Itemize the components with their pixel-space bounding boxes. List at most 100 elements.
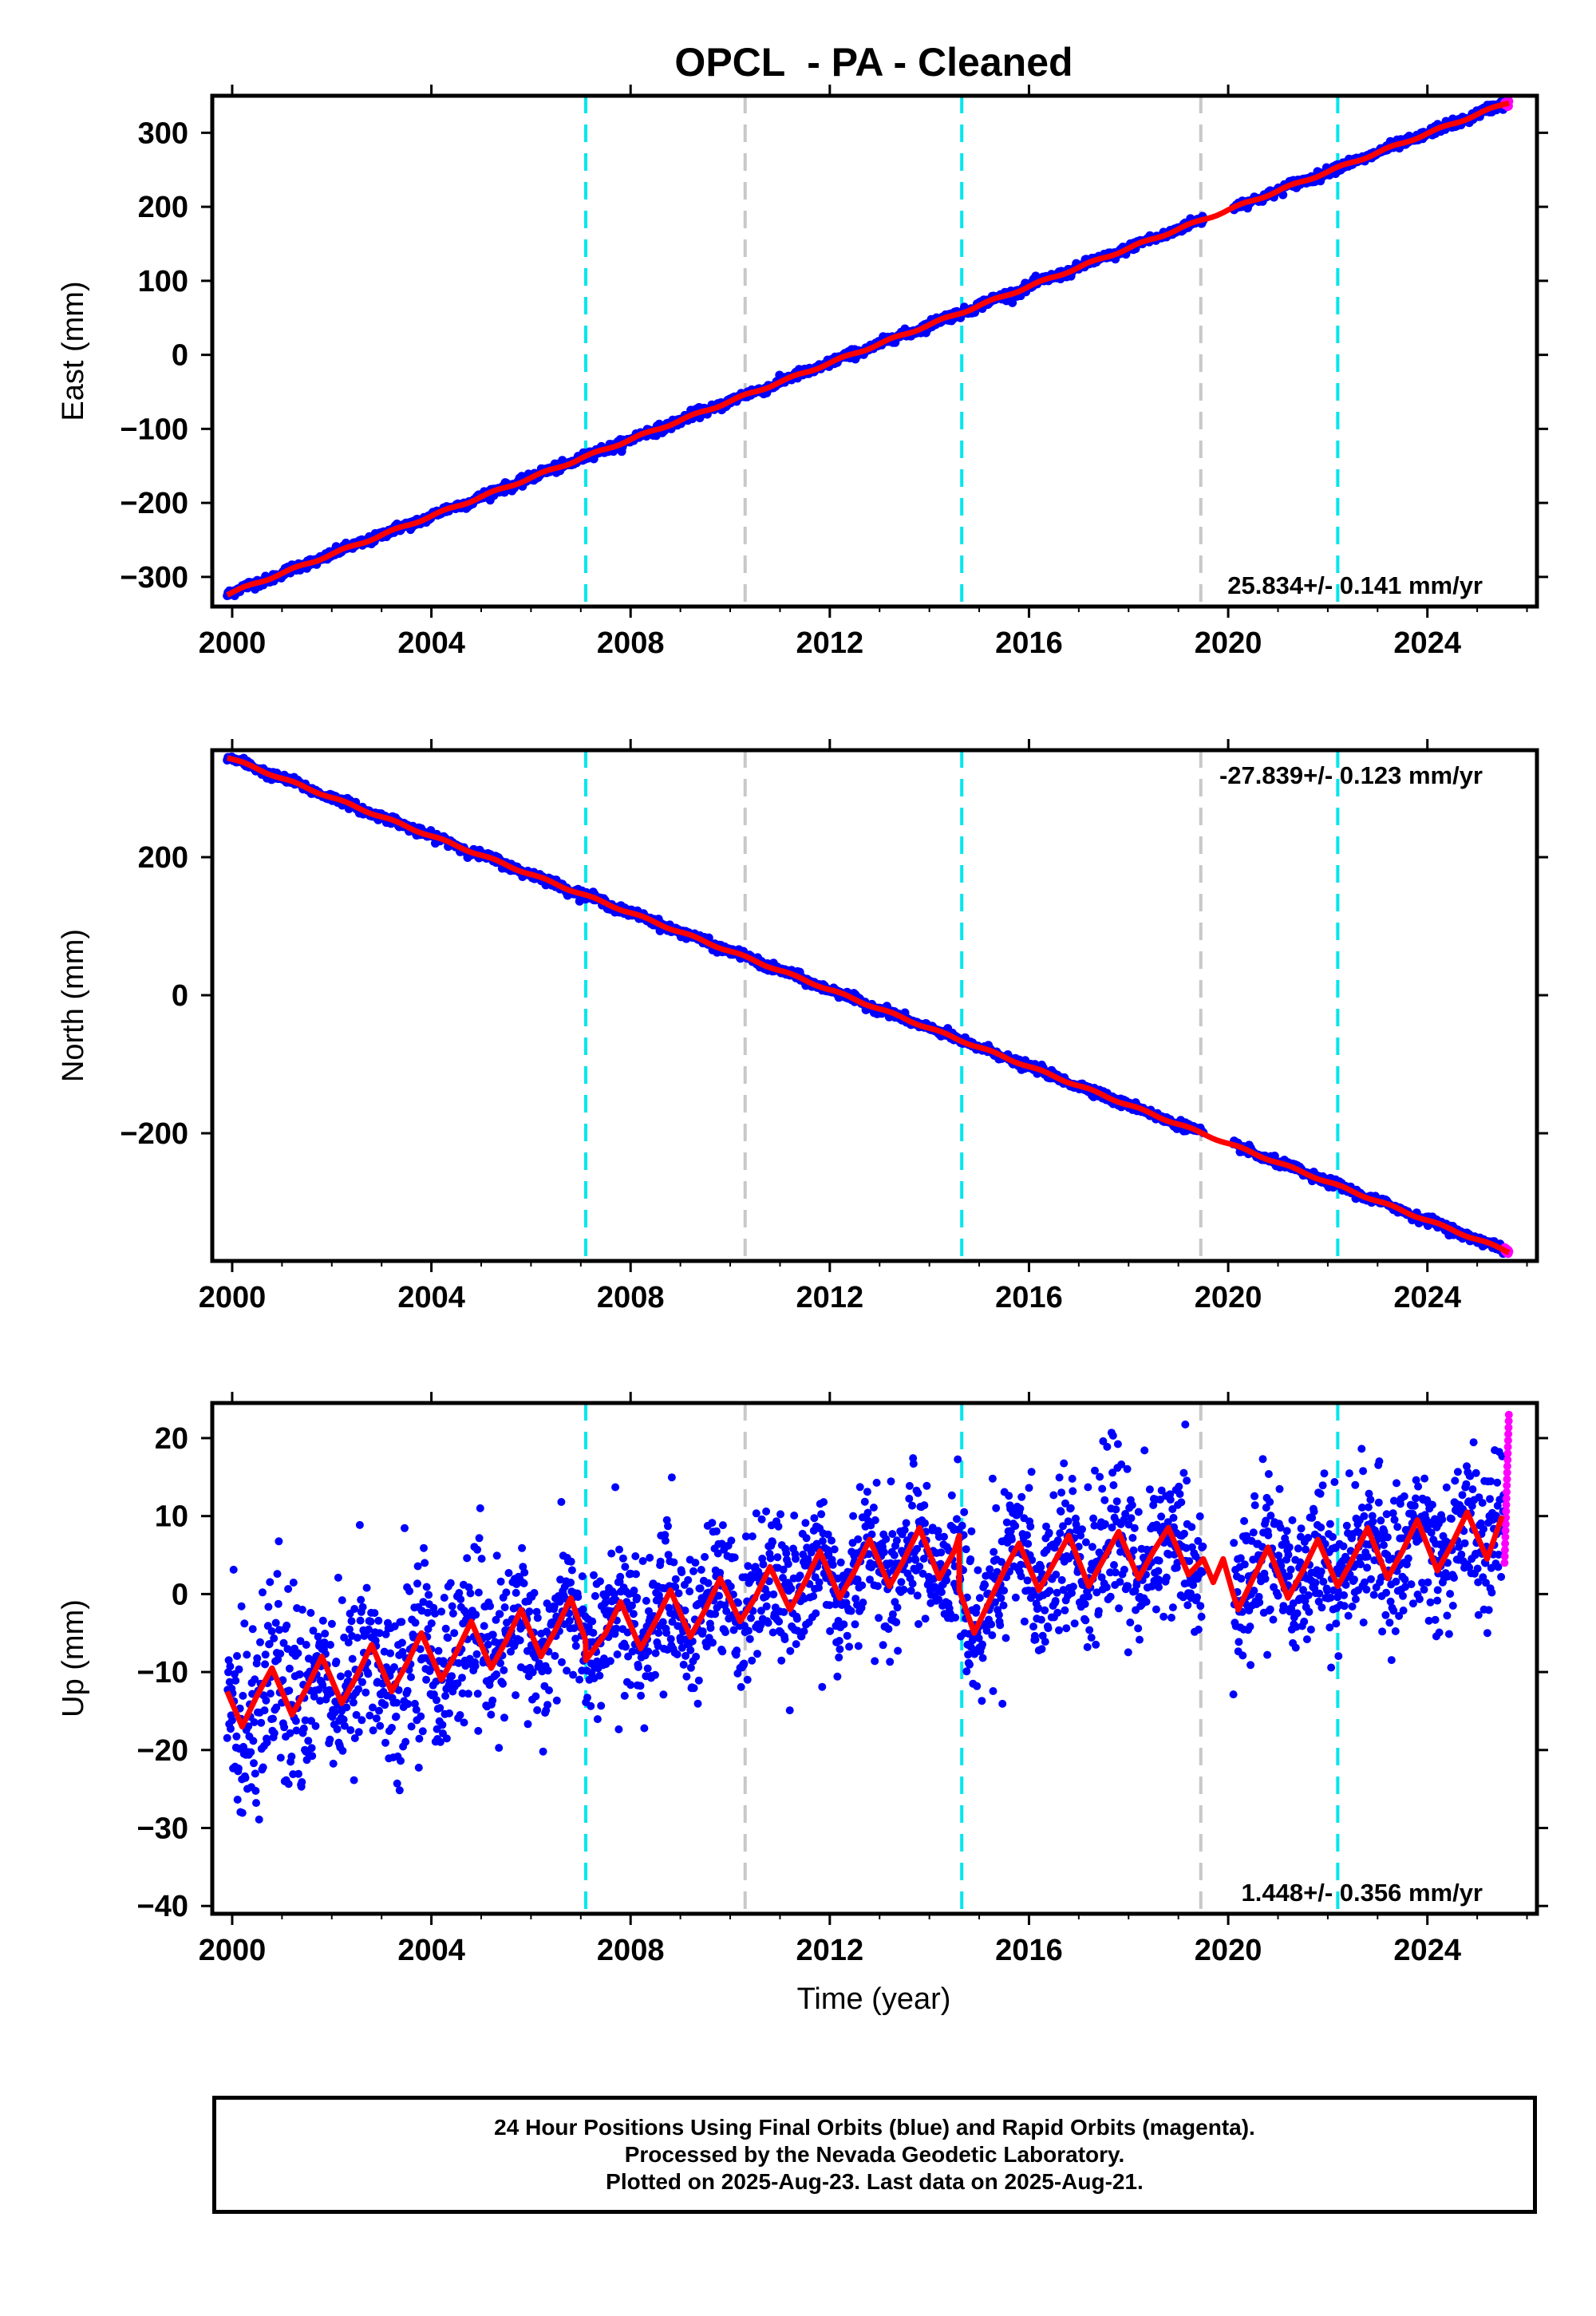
data-point (740, 1659, 749, 1668)
data-point (694, 1676, 703, 1685)
data-point (298, 1606, 306, 1614)
data-point (252, 1799, 260, 1808)
data-point (354, 1728, 363, 1737)
data-point (338, 1746, 347, 1755)
data-point (271, 1618, 280, 1627)
data-point (357, 1595, 365, 1604)
data-point (792, 1614, 801, 1623)
data-point (899, 1585, 908, 1594)
data-point (237, 1602, 246, 1611)
data-point (709, 1638, 717, 1647)
data-point (280, 1723, 289, 1732)
data-point (307, 1744, 316, 1753)
data-point (780, 1608, 788, 1616)
data-point (275, 1537, 283, 1546)
data-point (871, 1516, 879, 1524)
y-tick-label: −200 (120, 487, 188, 520)
data-point (298, 1778, 306, 1786)
data-point (519, 1579, 528, 1587)
data-point (836, 1645, 844, 1654)
data-point (327, 1619, 336, 1628)
data-point (673, 1650, 681, 1658)
data-point (914, 1488, 922, 1497)
data-point (329, 1759, 338, 1768)
data-point (907, 1587, 915, 1595)
data-point (425, 1591, 433, 1599)
y-axis-label-east: East (mm) (57, 281, 90, 421)
data-point (743, 1675, 752, 1684)
data-point (393, 1779, 401, 1788)
y-tick-label: 200 (138, 841, 188, 875)
data-point (937, 1588, 946, 1596)
data-point (785, 1706, 794, 1715)
data-point (748, 1532, 757, 1541)
data-point (420, 1543, 428, 1552)
data-point (776, 1510, 784, 1519)
data-point (407, 1673, 415, 1682)
data-point (466, 1589, 475, 1598)
data-point (441, 1624, 450, 1633)
data-point (769, 1590, 778, 1599)
y-tick-label: −100 (120, 413, 188, 446)
data-point (223, 1733, 231, 1742)
data-point (364, 1670, 373, 1678)
data-point (872, 1478, 881, 1487)
data-point (642, 1596, 650, 1605)
data-point (388, 1724, 396, 1732)
data-point (716, 1568, 725, 1577)
data-point (737, 1682, 745, 1691)
observations-final (223, 1420, 1508, 1824)
data-point (616, 1572, 625, 1581)
data-point (790, 1512, 799, 1520)
x-tick-label: 2000 (199, 1281, 267, 1314)
data-point (774, 1522, 783, 1531)
data-point (921, 1614, 930, 1623)
data-point (235, 1665, 243, 1674)
data-point (748, 1656, 757, 1665)
data-point (692, 1652, 701, 1661)
data-point (333, 1725, 342, 1733)
data-point (764, 1618, 772, 1627)
data-point (575, 1675, 584, 1684)
data-point (787, 1584, 796, 1593)
data-point (414, 1763, 423, 1772)
data-point (809, 1592, 818, 1601)
data-point (855, 1483, 864, 1492)
data-point (637, 1691, 646, 1700)
data-point (777, 1656, 786, 1665)
data-point (730, 1553, 739, 1562)
data-point (684, 1575, 693, 1584)
data-point (433, 1696, 440, 1705)
data-point (651, 1670, 659, 1679)
data-point (358, 1678, 366, 1686)
data-point (905, 1481, 914, 1490)
data-point (539, 1747, 547, 1756)
data-point (276, 1753, 285, 1762)
data-point (796, 1571, 804, 1580)
data-point (321, 1630, 330, 1638)
data-point (397, 1618, 406, 1626)
y-tick-label: −300 (120, 561, 188, 595)
data-point (500, 1603, 509, 1611)
data-point (291, 1717, 300, 1725)
data-point (762, 1602, 771, 1611)
data-point (533, 1705, 542, 1714)
data-point (708, 1519, 717, 1528)
data-point (543, 1666, 552, 1675)
data-point (512, 1588, 520, 1597)
data-point (422, 1583, 431, 1591)
data-point (859, 1599, 867, 1607)
panel-up: 2000 2004 2008 2012 2016 2020 2024−40−30−20−10… (57, 1392, 1548, 1967)
data-point (835, 1637, 843, 1645)
data-point (262, 1696, 271, 1705)
data-point (282, 1621, 291, 1630)
data-point (284, 1585, 293, 1593)
data-point (274, 1599, 282, 1608)
data-point (828, 1560, 837, 1569)
data-point (525, 1607, 534, 1616)
data-point (404, 1700, 413, 1709)
data-point (476, 1504, 484, 1512)
data-point (365, 1711, 374, 1720)
data-point (664, 1522, 672, 1531)
data-point (306, 1609, 315, 1617)
